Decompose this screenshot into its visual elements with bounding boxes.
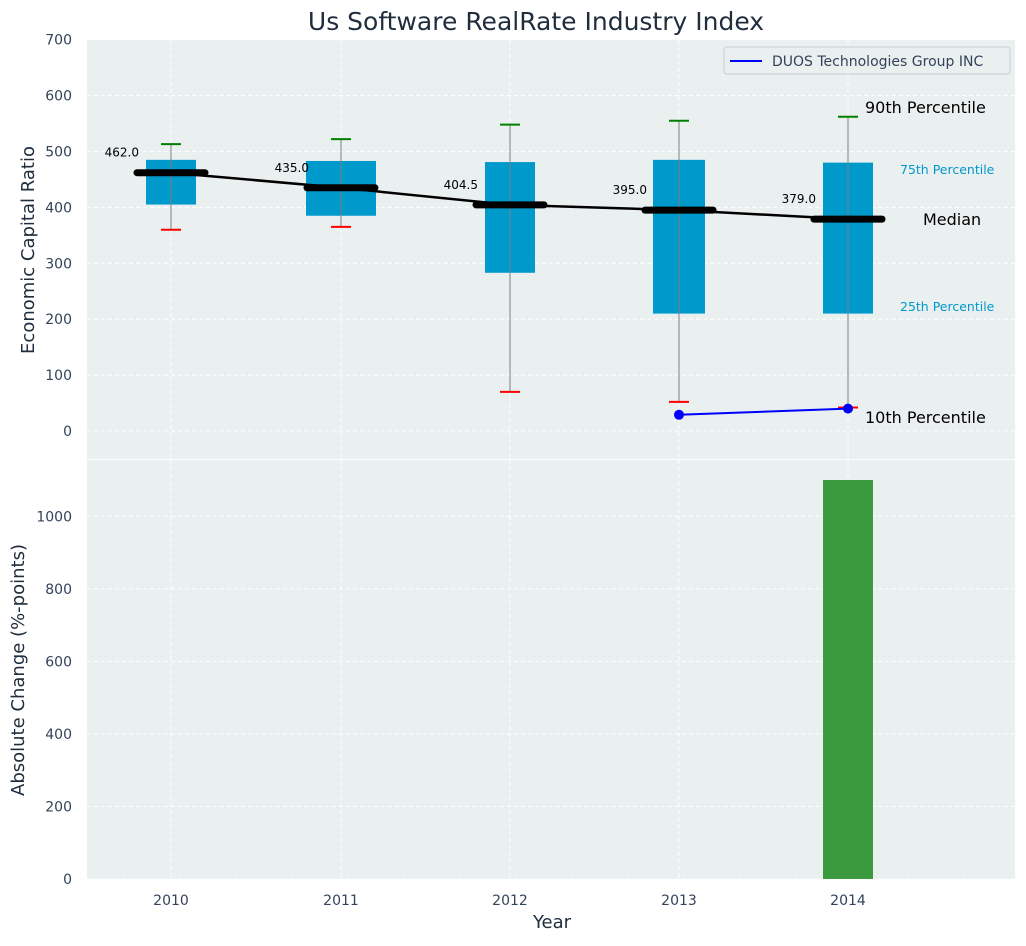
median-value-label: 379.0 [782,192,816,206]
bottom-y-axis-label: Absolute Change (%-points) [8,544,29,796]
legend-box [723,46,1011,75]
median-value-label: 395.0 [613,183,647,197]
series-group [674,403,853,420]
annotation-90th-percentile: 90th Percentile [865,98,986,117]
chart-title: Us Software RealRate Industry Index [308,7,764,36]
top-y-tick-label: 700 [45,33,72,49]
series-point [674,409,684,420]
top-y-axis-label: Economic Capital Ratio [18,146,39,354]
top-y-tick-label: 200 [45,312,72,328]
top-y-tick-label: 100 [45,368,72,384]
top-y-ticks: 0 100 200 300 400 500 600 700 [45,33,72,440]
bottom-y-tick-label: 400 [45,727,72,743]
top-y-tick-label: 300 [45,256,72,272]
median-value-label: 404.5 [444,178,478,192]
annotation-10th-percentile: 10th Percentile [865,408,986,427]
top-y-tick-label: 500 [45,144,72,160]
legend: DUOS Technologies Group INC [723,46,1011,75]
bottom-y-tick-label: 200 [45,799,72,815]
bottom-y-tick-label: 600 [45,654,72,670]
top-y-tick-label: 0 [63,424,72,440]
median-value-label: 462.0 [105,146,139,160]
x-tick-label: 2011 [323,893,359,909]
bottom-y-tick-label: 0 [63,872,72,888]
bar [823,480,873,879]
top-y-tick-label: 400 [45,200,72,216]
bottom-panel-background [87,460,1015,879]
x-axis-label: Year [532,912,572,933]
series-point [843,403,853,414]
annotation-median: Median [923,210,981,229]
x-tick-label: 2014 [830,893,866,909]
bottom-y-tick-label: 800 [45,582,72,598]
median-line-group [170,171,849,221]
median-value-label: 435.0 [275,161,309,175]
bar-group [823,480,873,879]
annotation-25th-percentile: 25th Percentile [900,299,995,314]
x-ticks: 2010 2011 2012 2013 2014 [153,893,866,909]
bottom-y-tick-label: 1000 [36,509,72,525]
top-y-tick-label: 600 [45,89,72,105]
series-line [678,407,849,416]
bottom-y-ticks: 0 200 400 600 800 1000 [36,509,72,888]
x-tick-label: 2012 [492,893,528,909]
x-tick-label: 2013 [661,893,697,909]
median-trend-line [170,171,849,221]
annotation-75th-percentile: 75th Percentile [900,162,995,177]
legend-entry-label: DUOS Technologies Group INC [772,54,983,70]
top-gridlines [87,39,1015,459]
x-tick-label: 2010 [153,893,189,909]
